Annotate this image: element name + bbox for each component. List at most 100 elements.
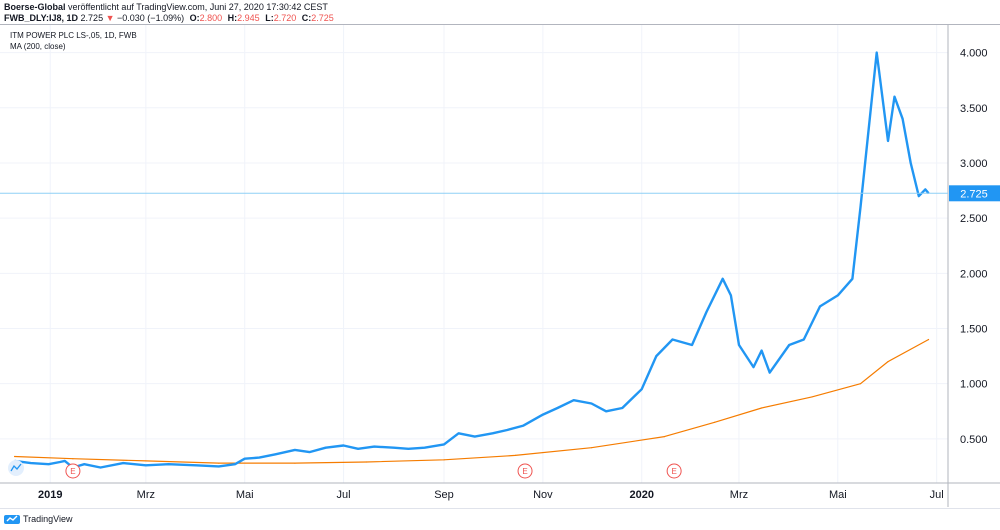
earnings-marker [65,463,81,479]
indicator-legend: MA (200, close) [10,42,66,51]
price-line-point [145,464,147,466]
price-line-point [769,372,771,374]
price-line-point [876,51,878,54]
price-line-point [308,451,311,453]
ma-line-point [514,454,516,457]
price-chart[interactable]: 0.500 1.000 1.500 2.000 2.500 3.000 3.500 4.000… [0,25,1000,507]
price-line-point [851,278,853,280]
earnings-marker-label: E [522,467,527,476]
price-line-point [803,338,805,341]
earnings-marker [517,463,533,479]
price-line-point [258,457,260,459]
price-line-point [195,464,197,466]
price-line-point [234,463,236,465]
x-tick-label: Jul [930,489,944,501]
x-tick-label: 2019 [38,489,62,501]
price-line-point [122,462,124,464]
ma-line-point [714,421,716,423]
price-line-point [218,465,220,468]
price-line-point [59,461,61,463]
price-line [14,51,930,469]
low-value: 2.720 [273,13,297,23]
ma-line-point [887,361,889,363]
low-label: L: [265,13,274,23]
earnings-marker-label: E [70,467,75,476]
y-tick-label: 1.000 [960,379,988,391]
y-tick-label: 4.000 [960,48,988,60]
price-line-point [542,413,544,416]
ma-line-point [443,459,445,461]
earnings-marker-label: E [671,467,676,476]
price-line-point [443,443,445,445]
last-price: 2.725 [80,13,104,23]
earnings-marker [666,463,682,479]
price-line-point [48,463,50,465]
price-line-point [393,447,395,449]
ma-line-point [294,462,296,464]
tradingview-logo[interactable]: TradingView [4,513,73,525]
chart-frame[interactable]: 0.500 1.000 1.500 2.000 2.500 3.000 3.500 4.000… [0,24,1000,507]
price-line-point [522,425,525,427]
price-line-point [556,407,559,409]
ohlc-line: FWB_DLY:IJ8, 1D 2.725 ▼ −0.030 (−1.09%) … [4,13,334,23]
price-line-point [492,432,494,434]
price-line-point [705,311,708,313]
price-line-point [671,338,674,341]
price-line-point [605,410,607,412]
ma-line [14,338,929,464]
price-line-point [730,294,732,296]
x-tick-label: Jul [337,489,351,501]
ma-line-point [927,338,930,341]
chart-footer: TradingView [0,508,1000,530]
price-line-point [325,447,327,449]
price-line-point [99,466,102,469]
price-line-point [64,460,66,462]
price-change: −0.030 (−1.09%) [117,13,185,23]
ma-line-point [663,436,666,438]
ma-line-point [13,455,16,458]
price-line-point [244,458,246,460]
instrument-legend: ITM POWER PLC LS-,05, 1D, FWB [10,31,137,40]
down-arrow-icon: ▼ [105,13,115,23]
close-value: 2.725 [311,13,334,23]
price-line-point [621,407,623,409]
price-line-point [893,96,896,98]
open-value: 2.800 [199,13,223,23]
price-line-point [752,366,755,368]
tradingview-text: TradingView [23,514,73,524]
price-line-point [590,402,593,405]
price-line-point [641,388,643,390]
price-line-point [294,449,296,451]
chart-badge-glyph-icon [10,463,22,472]
chart-header: Boerse-Global veröffentlicht auf Trading… [0,0,1000,24]
price-line-point [819,305,821,308]
price-line-point [859,206,862,208]
price-line-point [655,355,657,357]
y-tick-label: 3.000 [960,158,988,170]
ma-line-point [72,458,74,460]
y-tick-label: 3.500 [960,103,988,115]
open-label: O: [189,13,200,23]
price-line-point [506,429,508,431]
ma-line-point [761,407,763,409]
x-tick-label: Mai [236,489,254,501]
price-line-point [342,444,345,447]
price-line-point [902,118,904,120]
price-line-point [474,436,476,438]
price-line-point [458,432,460,434]
high-value: 2.945 [237,13,260,23]
y-tick-label: 2.500 [960,213,988,225]
price-line-point [761,349,763,352]
price-line-point [910,162,912,164]
price-line-point [837,294,839,296]
price-line-point [887,140,889,142]
ma-line-point [590,447,593,449]
close-label: C: [301,13,312,23]
ma-line-point [859,383,862,385]
x-tick-label: Nov [533,489,553,501]
price-line-point [274,453,277,455]
price-line-point [788,344,790,346]
price-line-point [722,278,724,280]
tradingview-icon [4,515,20,524]
x-tick-label: Mrz [137,489,155,501]
